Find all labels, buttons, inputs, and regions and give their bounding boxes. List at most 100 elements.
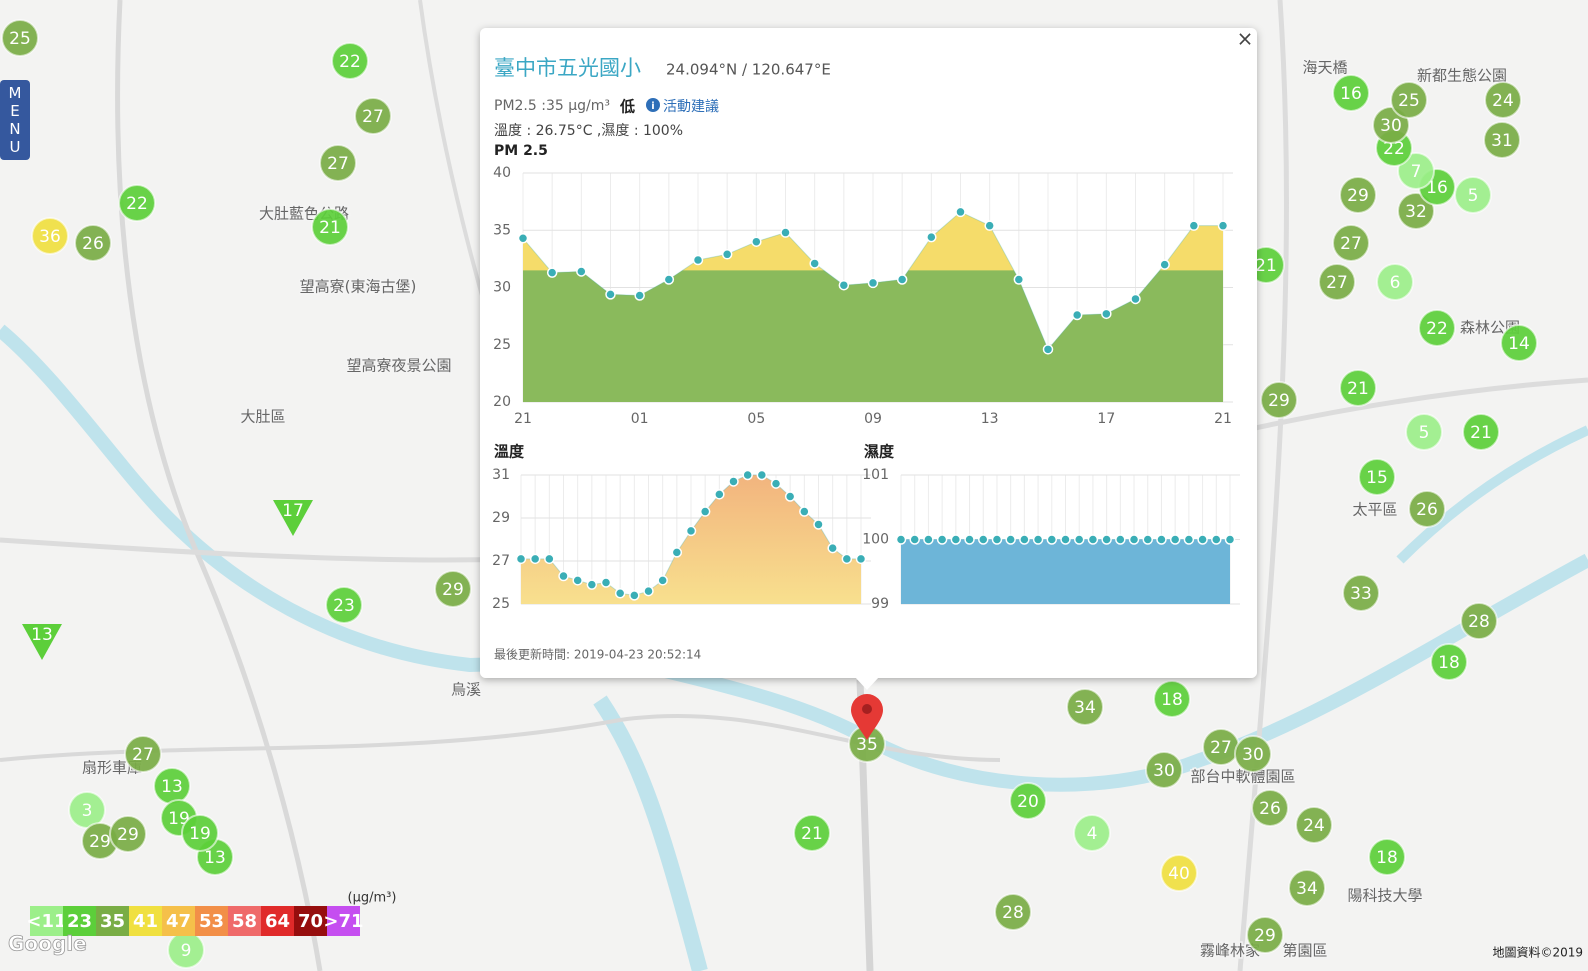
point [546,267,558,278]
station-value: 27 [1210,738,1232,758]
station-value: 27 [1326,273,1348,293]
place-label: 新都生態公園 [1417,67,1507,85]
point [671,547,683,558]
station-value: 27 [1340,234,1362,254]
station-value: 16 [1426,178,1448,198]
point [896,274,908,285]
station-marker [1234,735,1272,773]
menu-background[interactable] [0,80,30,160]
legend-swatch [162,906,195,936]
y-tick-label: 20 [493,394,511,410]
station-marker [1246,916,1284,954]
station-marker [118,184,156,222]
station-name: 臺中市五光國小 [494,56,641,80]
station-marker [1390,81,1428,119]
x-tick-label: 01 [631,411,649,427]
point [605,289,616,300]
station-marker [434,570,472,608]
legend-label: 23 [67,911,92,932]
station-value: 16 [1340,84,1362,104]
point [799,506,810,517]
point [867,277,879,289]
station-value: 31 [1491,131,1513,151]
station-value: 29 [1254,926,1276,946]
point [1128,534,1140,545]
advice-link[interactable]: 活動建議 [663,98,719,115]
station-marker [1500,324,1538,362]
station-value: 29 [1268,391,1290,411]
station-marker [1430,643,1468,681]
station-value: 27 [362,107,384,127]
point [1130,293,1141,305]
copyright: 地圖資料©2019 [1492,946,1583,960]
station-value: 29 [117,825,139,845]
y-tick-label: 25 [493,337,511,353]
point [991,534,1003,545]
station-value: 25 [1398,91,1420,111]
point [1224,534,1236,545]
station-marker [1066,688,1104,726]
station-value: 18 [1376,848,1398,868]
station-value: 29 [89,832,111,852]
point [586,579,598,590]
point [964,534,975,545]
popup-pointer [855,677,879,690]
legend-label: <11 [26,911,66,932]
legend-swatch [30,906,63,936]
station-value: 22 [1383,139,1405,159]
station-marker [1484,81,1522,119]
point [838,279,850,291]
station-marker [1073,814,1111,852]
station-value: 3 [82,801,93,821]
station-value: 24 [1492,91,1514,111]
legend-label: 41 [133,911,158,932]
place-label: 第園區 [1282,942,1327,960]
legend-label: 47 [166,911,191,932]
menu-button[interactable]: MENU [0,80,30,160]
point [1071,309,1083,321]
station-marker [1462,413,1500,451]
y-tick-label: 40 [493,165,511,181]
station-value: 27 [327,154,349,174]
area [523,270,1223,402]
weather-reading: 溫度 : 26.75°C ,濕度 : 100% [494,123,683,139]
point [1060,534,1071,545]
station-value: 35 [856,735,878,755]
place-label: 烏溪 [451,681,481,699]
area [521,475,861,604]
y-tick-label: 31 [492,467,510,483]
station-value: 22 [1426,319,1448,339]
station-marker [1288,869,1326,907]
x-tick-label: 13 [981,411,999,427]
legend-label: 35 [100,911,125,932]
station-marker [1145,751,1183,789]
point [1115,534,1126,545]
info-icon[interactable] [646,98,660,112]
info-icon-glyph: i [651,101,654,112]
point [841,553,853,565]
close-button[interactable]: × [1237,27,1254,51]
station-value: 30 [1153,761,1175,781]
point [756,469,768,481]
chart-title: PM 2.5 [494,143,548,159]
point [923,534,934,545]
station-value: 14 [1508,334,1530,354]
y-tick-label: 30 [493,280,511,296]
station-value: 23 [333,596,355,616]
station-marker [793,814,831,852]
point [1101,308,1112,320]
station-marker [354,97,392,135]
menu-label[interactable]: MENU [6,84,24,156]
point [634,290,645,301]
station-marker [1397,192,1435,230]
y-tick-label: 101 [862,467,889,483]
pm25-reading: PM2.5 :35 μg/m³ [494,98,610,114]
station-value: 40 [1168,864,1190,884]
point [1197,534,1208,545]
station-value: 21 [801,824,823,844]
point [714,489,725,500]
station-marker [994,893,1032,931]
